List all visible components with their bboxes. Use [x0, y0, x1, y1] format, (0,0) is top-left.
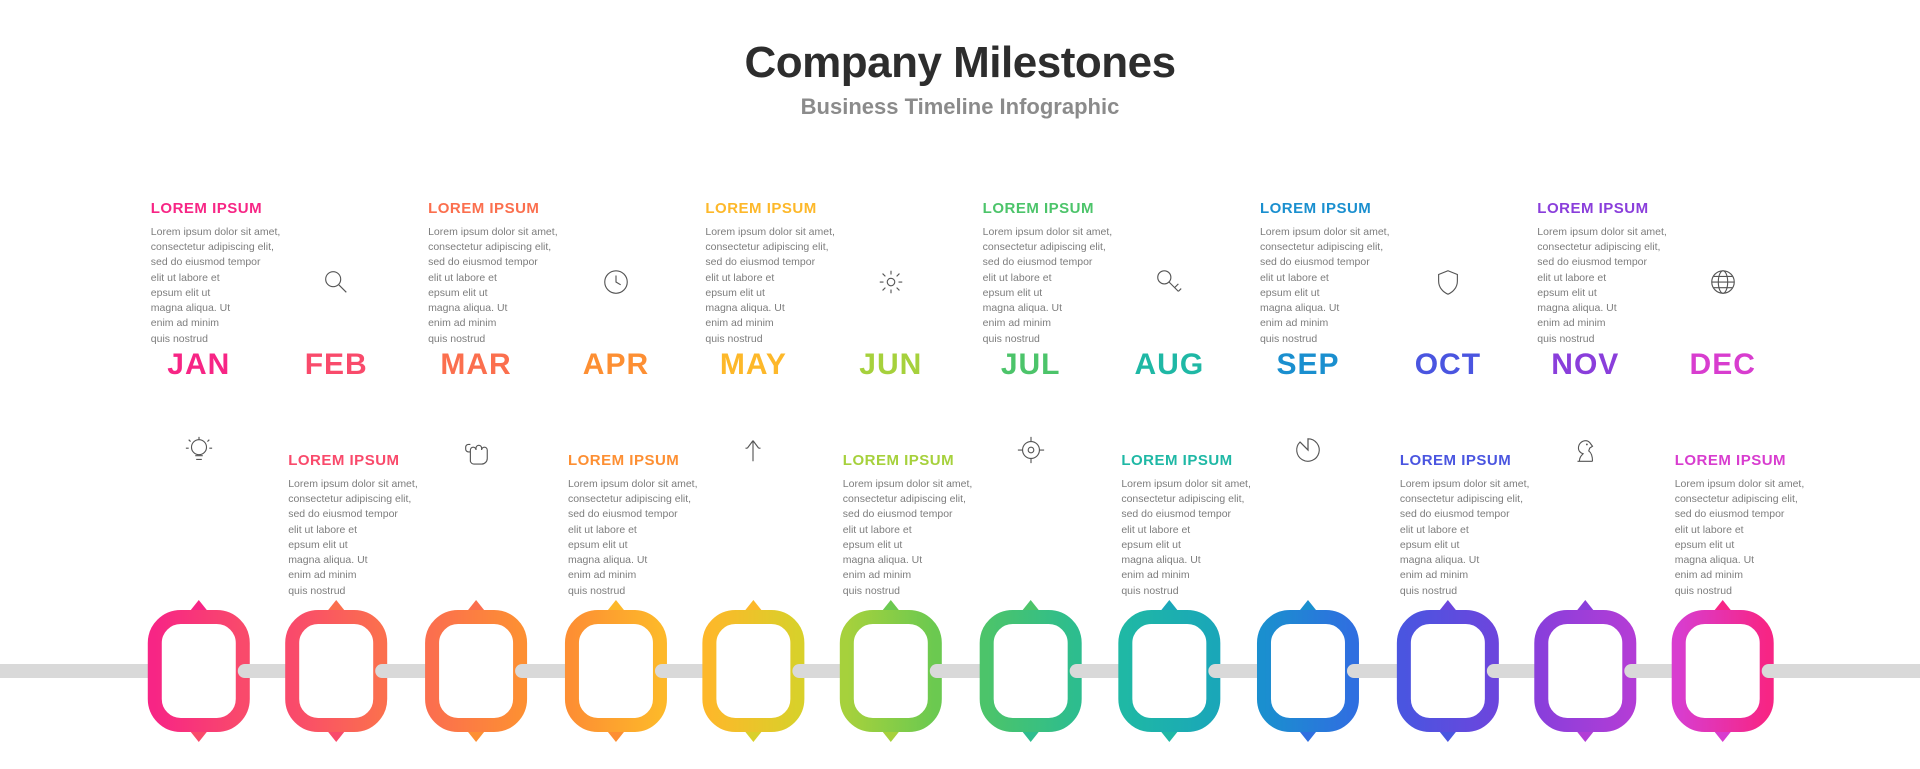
bulb-icon [181, 432, 217, 468]
gear-icon [873, 264, 909, 300]
milestone-nov: LOREM IPSUM Lorem ipsum dolor sit amet, c… [1537, 200, 1727, 347]
clock-icon [598, 264, 634, 300]
arrow-up-icon [735, 432, 771, 468]
milestone-body: Lorem ipsum dolor sit amet, consectetur … [1400, 477, 1590, 599]
target-icon [1013, 432, 1049, 468]
knight-icon [1567, 432, 1603, 468]
milestone-heading: LOREM IPSUM [428, 200, 618, 217]
milestone-body: Lorem ipsum dolor sit amet, consectetur … [568, 477, 758, 599]
milestone-body: Lorem ipsum dolor sit amet, consectetur … [1121, 477, 1311, 599]
milestone-body: Lorem ipsum dolor sit amet, consectetur … [151, 225, 341, 347]
milestone-jan: LOREM IPSUM Lorem ipsum dolor sit amet, c… [151, 200, 341, 347]
milestone-feb: LOREM IPSUM Lorem ipsum dolor sit amet, c… [288, 452, 478, 599]
milestone-body: Lorem ipsum dolor sit amet, consectetur … [705, 225, 895, 347]
milestone-mar: LOREM IPSUM Lorem ipsum dolor sit amet, c… [428, 200, 618, 347]
milestone-body: Lorem ipsum dolor sit amet, consectetur … [1260, 225, 1450, 347]
milestone-heading: LOREM IPSUM [1260, 200, 1450, 217]
milestone-heading: LOREM IPSUM [1537, 200, 1727, 217]
milestone-apr: LOREM IPSUM Lorem ipsum dolor sit amet, c… [568, 452, 758, 599]
milestone-may: LOREM IPSUM Lorem ipsum dolor sit amet, c… [705, 200, 895, 347]
milestone-heading: LOREM IPSUM [843, 452, 1033, 469]
milestone-dec: LOREM IPSUM Lorem ipsum dolor sit amet, c… [1675, 452, 1865, 599]
milestone-heading: LOREM IPSUM [1675, 452, 1865, 469]
milestone-sep: LOREM IPSUM Lorem ipsum dolor sit amet, c… [1260, 200, 1450, 347]
milestone-heading: LOREM IPSUM [705, 200, 895, 217]
milestone-heading: LOREM IPSUM [151, 200, 341, 217]
milestone-jul: LOREM IPSUM Lorem ipsum dolor sit amet, c… [983, 200, 1173, 347]
globe-icon [1705, 264, 1741, 300]
milestone-aug: LOREM IPSUM Lorem ipsum dolor sit amet, c… [1121, 452, 1311, 599]
milestone-body: Lorem ipsum dolor sit amet, consectetur … [1537, 225, 1727, 347]
shield-icon [1430, 264, 1466, 300]
milestone-body: Lorem ipsum dolor sit amet, consectetur … [1675, 477, 1865, 599]
pie-icon [1290, 432, 1326, 468]
milestone-heading: LOREM IPSUM [983, 200, 1173, 217]
milestone-oct: LOREM IPSUM Lorem ipsum dolor sit amet, c… [1400, 452, 1590, 599]
milestone-body: Lorem ipsum dolor sit amet, consectetur … [288, 477, 478, 599]
milestone-heading: LOREM IPSUM [1400, 452, 1590, 469]
milestone-body: Lorem ipsum dolor sit amet, consectetur … [843, 477, 1033, 599]
milestone-jun: LOREM IPSUM Lorem ipsum dolor sit amet, c… [843, 452, 1033, 599]
milestone-body: Lorem ipsum dolor sit amet, consectetur … [428, 225, 618, 347]
key-icon [1151, 264, 1187, 300]
fist-icon [458, 432, 494, 468]
search-icon [318, 264, 354, 300]
milestone-heading: LOREM IPSUM [288, 452, 478, 469]
milestone-heading: LOREM IPSUM [1121, 452, 1311, 469]
milestone-body: Lorem ipsum dolor sit amet, consectetur … [983, 225, 1173, 347]
milestone-heading: LOREM IPSUM [568, 452, 758, 469]
timeline-items: LOREM IPSUM Lorem ipsum dolor sit amet, c… [0, 0, 1920, 720]
